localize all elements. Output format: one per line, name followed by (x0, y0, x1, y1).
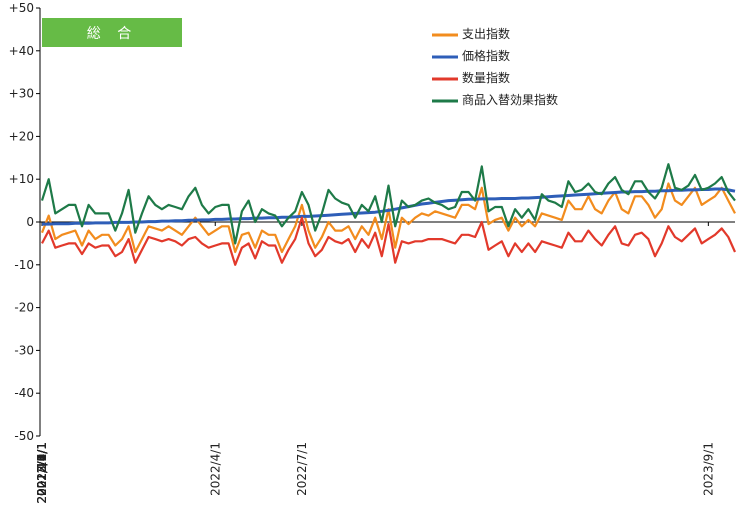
x-axis: 2021/10/12021/11/12021/12/12022/1/12022/… (35, 221, 735, 504)
x-tick-label: 2023/6/1 (35, 442, 49, 496)
x-tick-label: 2021/10/1 (35, 442, 49, 504)
x-tick-label: 2022/12/1 (35, 442, 49, 504)
x-tick-label: 2023/8/1 (35, 442, 49, 496)
legend-label: 数量指数 (462, 70, 510, 85)
y-tick-label: +40 (9, 44, 34, 58)
badge: 総 合 (42, 18, 182, 47)
series-line-3 (40, 163, 736, 245)
badge-box (42, 18, 182, 47)
y-tick-label: +50 (9, 1, 34, 15)
x-tick-label: 2023/1/1 (35, 442, 49, 496)
legend-label: 商品入替効果指数 (462, 92, 558, 107)
x-tick-label: 2021/11/1 (35, 442, 49, 504)
x-tick-label: 2022/10/1 (35, 442, 49, 504)
y-tick-label: +10 (9, 172, 34, 186)
x-tick-label: 2023/9/1 (701, 442, 715, 496)
x-tick-label: 2023/4/1 (35, 442, 49, 496)
y-tick-label: -50 (14, 429, 34, 443)
x-tick-label: 2023/3/1 (35, 442, 49, 496)
legend-label: 支出指数 (462, 26, 510, 41)
y-ticks: +50 +40 +30 +20 +10 0 -10 -20 -30 -40 -50 (9, 1, 40, 443)
y-tick-label: +20 (9, 129, 34, 143)
y-tick-label: -20 (14, 301, 34, 315)
x-tick-label: 2022/2/1 (35, 442, 49, 496)
x-tick-label: 2023/7/1 (35, 442, 49, 496)
x-tick-label: 2023/5/1 (35, 442, 49, 496)
x-tick-label: 2021/12/1 (35, 442, 49, 504)
y-tick-label: -10 (14, 258, 34, 272)
badge-label: 総 合 (87, 26, 137, 42)
y-axis: +50 +40 +30 +20 +10 0 -10 -20 -30 -40 -50 (9, 1, 41, 443)
x-tick-label: 2022/11/1 (35, 442, 49, 504)
x-ticks: 2021/10/12021/11/12021/12/12022/1/12022/… (35, 222, 715, 504)
x-tick-label: 2022/3/1 (35, 442, 49, 496)
x-tick-label: 2022/4/1 (208, 442, 222, 496)
y-tick-label: -40 (14, 386, 34, 400)
y-tick-label: +30 (9, 87, 34, 101)
series-lines (40, 163, 737, 266)
x-tick-label: 2022/9/1 (35, 442, 49, 496)
series-line-2 (41, 216, 737, 266)
x-tick-label: 2022/1/1 (35, 442, 49, 496)
y-tick-label: 0 (26, 215, 34, 229)
y-tick-label: -30 (14, 343, 34, 357)
x-tick-label: 2022/6/1 (35, 442, 49, 496)
x-tick-label: 2022/7/1 (295, 442, 309, 496)
legend-label: 価格指数 (462, 48, 510, 63)
x-tick-label: 2023/2/1 (35, 442, 49, 496)
x-tick-label: 2022/8/1 (35, 442, 49, 496)
series-line-1 (42, 187, 736, 226)
x-tick-label: 2022/5/1 (35, 442, 49, 496)
